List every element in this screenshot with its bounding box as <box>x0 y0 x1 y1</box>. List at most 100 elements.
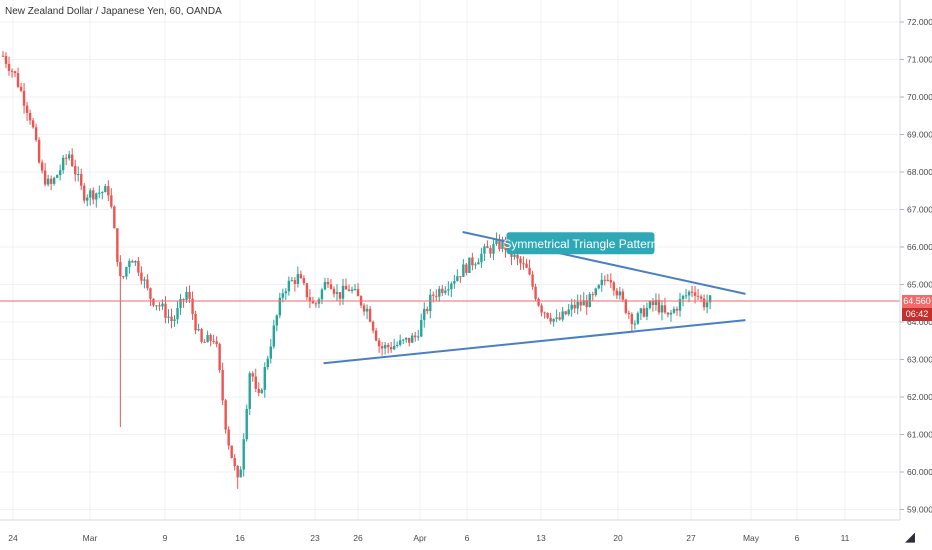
candle-body <box>663 305 667 313</box>
candle-body <box>80 174 83 186</box>
time-tick-label: 26 <box>353 533 363 543</box>
candle-body <box>489 248 492 254</box>
candle-body <box>52 177 56 184</box>
candle-body <box>417 336 420 338</box>
candle-body <box>131 260 134 263</box>
candle-body <box>197 329 200 331</box>
candle-body <box>681 295 685 300</box>
price-tick-label: 62.000 <box>907 392 932 402</box>
candle-body <box>435 295 438 297</box>
candle-body <box>323 281 327 290</box>
candle-body <box>456 276 459 281</box>
candle-body <box>606 279 609 281</box>
candle-body <box>290 280 294 282</box>
candle-body <box>236 465 239 478</box>
candle-body <box>585 300 588 307</box>
price-tick-label: 69.000 <box>907 130 932 140</box>
candle-body <box>61 157 65 171</box>
time-tick-label: 24 <box>8 533 18 543</box>
candle-body <box>272 325 276 347</box>
candle-body <box>392 345 396 350</box>
time-axis[interactable]: 24 Mar 9 16 23 26 Apr 6 13 20 27 May 6 11 <box>0 519 900 543</box>
candle-body <box>320 289 324 300</box>
candle-body <box>374 330 378 341</box>
candle-body <box>257 388 260 393</box>
candle-body <box>335 292 339 294</box>
candle-body <box>215 341 218 345</box>
candle-body <box>158 305 161 307</box>
candle-body <box>600 279 603 286</box>
candle-body <box>239 469 242 478</box>
candle-body <box>666 312 670 315</box>
candle-body <box>13 71 17 74</box>
candle-body <box>383 344 387 349</box>
candle-body <box>444 290 447 293</box>
candle-body <box>633 323 637 325</box>
candle-body <box>471 257 474 266</box>
candle-body <box>429 294 432 312</box>
time-tick-label: 27 <box>686 533 696 543</box>
drawing-annotations[interactable]: Symmetrical Triangle Pattern <box>323 231 746 365</box>
candle-body <box>329 284 333 289</box>
candle-body <box>37 139 41 163</box>
candle-body <box>212 340 215 342</box>
candle-body <box>501 239 504 249</box>
candle-body <box>705 302 709 308</box>
candle-body <box>356 289 360 297</box>
candle-body <box>693 292 697 296</box>
candle-body <box>305 283 309 298</box>
candle-body <box>353 289 357 291</box>
candle-body <box>597 285 600 289</box>
candle-body <box>10 70 14 72</box>
candle-body <box>119 262 122 277</box>
candle-body <box>498 239 501 249</box>
candle-body <box>299 274 303 279</box>
price-tick-label: 71.000 <box>907 55 932 65</box>
candle-body <box>77 174 80 176</box>
candle-body <box>248 373 251 409</box>
candle-body <box>191 298 194 314</box>
time-tick-label: 20 <box>613 533 623 543</box>
price-tick-label: 65.000 <box>907 280 932 290</box>
candle-body <box>453 280 456 284</box>
candle-body <box>447 289 450 291</box>
candle-body <box>34 127 38 140</box>
candlestick-series <box>0 51 900 489</box>
candle-body <box>266 358 269 368</box>
candle-body <box>209 334 212 341</box>
price-tick-label: 59.000 <box>907 505 932 515</box>
candle-body <box>404 337 408 340</box>
price-tick-label: 68.000 <box>907 167 932 177</box>
candle-body <box>558 317 561 320</box>
candle-body <box>155 305 158 307</box>
candle-body <box>344 285 348 290</box>
candle-body <box>221 370 224 401</box>
candle-body <box>398 340 402 345</box>
time-tick-label: 9 <box>163 533 168 543</box>
candle-body <box>128 260 131 268</box>
candle-body <box>347 289 351 292</box>
candle-body <box>311 301 315 304</box>
candle-body <box>74 166 77 175</box>
price-tick-label: 60.000 <box>907 467 932 477</box>
time-tick-label: Mar <box>83 533 98 543</box>
candle-body <box>408 337 411 343</box>
candle-body <box>269 346 272 359</box>
candle-body <box>582 300 585 306</box>
price-axis[interactable]: 72.000 71.000 70.000 69.000 68.000 67.000 66.0… <box>899 0 932 520</box>
candle-body <box>395 344 399 346</box>
candle-body <box>365 308 369 312</box>
candle-body <box>287 280 291 292</box>
candle-body <box>194 313 197 331</box>
candle-body <box>678 299 682 311</box>
candle-body <box>459 276 462 278</box>
candle-body <box>254 376 257 389</box>
candle-body <box>137 261 140 273</box>
candle-body <box>113 206 116 229</box>
candle-body <box>332 288 336 294</box>
candle-body <box>368 308 372 322</box>
candle-body <box>474 264 477 266</box>
candle-body <box>642 308 646 317</box>
price-tick-label: 61.000 <box>907 430 932 440</box>
